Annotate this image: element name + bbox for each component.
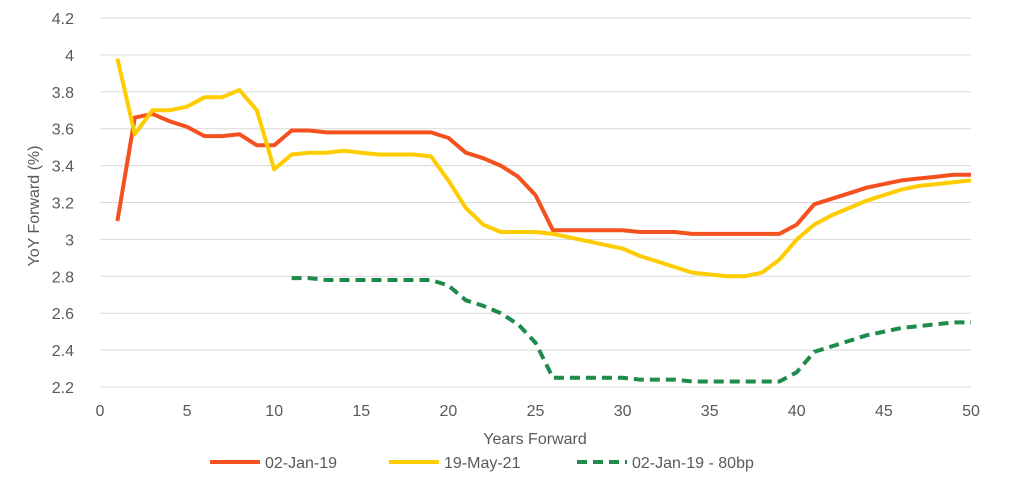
series-line-2 <box>115 58 972 279</box>
y-tick-label: 3.8 <box>52 85 74 102</box>
legend-label-3: 02-Jan-19 - 80bp <box>632 455 754 472</box>
y-tick-label: 4 <box>65 48 74 65</box>
y-tick-label: 3.6 <box>52 122 74 139</box>
legend-label-1: 02-Jan-19 <box>265 455 337 472</box>
y-tick-label: 2.2 <box>52 380 74 397</box>
x-tick-label: 45 <box>875 403 893 420</box>
y-tick-label: 3 <box>65 232 74 249</box>
x-tick-label: 30 <box>614 403 632 420</box>
y-tick-label: 4.2 <box>52 11 74 28</box>
x-axis-ticks: 0 5 10 15 20 25 30 35 40 45 50 <box>96 403 980 420</box>
y-tick-label: 2.6 <box>52 306 74 323</box>
series-line-1 <box>115 111 971 236</box>
x-tick-label: 10 <box>265 403 283 420</box>
y-axis-ticks: 2.2 2.4 2.6 2.8 3 3.2 3.4 3.6 3.8 4 4.2 <box>52 11 74 397</box>
x-tick-label: 15 <box>352 403 370 420</box>
y-axis-title: YoY Forward (%) <box>26 146 43 267</box>
y-tick-label: 3.4 <box>52 159 74 176</box>
y-tick-label: 2.8 <box>52 269 74 286</box>
y-tick-label: 3.2 <box>52 196 74 213</box>
series-line-3 <box>291 276 971 384</box>
x-tick-label: 5 <box>183 403 192 420</box>
x-tick-label: 25 <box>527 403 545 420</box>
x-axis-title: Years Forward <box>483 431 586 448</box>
x-tick-label: 35 <box>701 403 719 420</box>
y-tick-label: 2.4 <box>52 343 74 360</box>
gridlines <box>100 17 971 388</box>
x-tick-label: 20 <box>440 403 458 420</box>
legend-label-2: 19-May-21 <box>444 455 521 472</box>
legend: 02-Jan-19 19-May-21 02-Jan-19 - 80bp <box>210 455 754 472</box>
series-group <box>115 58 972 384</box>
x-tick-label: 40 <box>788 403 806 420</box>
x-tick-label: 50 <box>962 403 980 420</box>
x-tick-label: 0 <box>96 403 105 420</box>
